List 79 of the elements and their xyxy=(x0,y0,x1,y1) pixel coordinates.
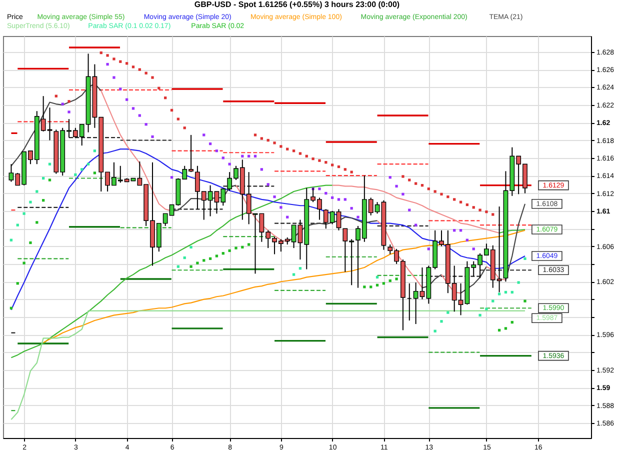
point xyxy=(478,208,482,212)
point xyxy=(402,175,404,178)
line-series xyxy=(10,148,526,310)
point xyxy=(350,170,353,174)
point xyxy=(151,76,154,79)
point xyxy=(280,145,282,148)
point xyxy=(202,134,206,136)
point xyxy=(498,292,501,296)
point xyxy=(29,241,32,244)
point xyxy=(22,212,26,215)
point xyxy=(228,162,231,166)
point xyxy=(446,311,450,314)
point xyxy=(517,281,520,284)
point xyxy=(234,246,238,250)
point xyxy=(356,216,360,218)
point xyxy=(492,213,494,216)
line-series xyxy=(332,184,500,234)
point xyxy=(36,190,38,193)
point xyxy=(402,192,404,196)
point xyxy=(318,188,321,190)
point xyxy=(138,114,141,117)
point xyxy=(472,248,475,250)
point xyxy=(395,278,398,280)
point xyxy=(292,273,296,276)
point xyxy=(478,314,482,317)
point xyxy=(151,135,154,138)
point xyxy=(280,206,282,209)
point xyxy=(16,224,19,226)
point xyxy=(485,210,488,214)
point xyxy=(298,152,302,155)
point xyxy=(119,88,122,90)
point xyxy=(190,265,192,268)
point xyxy=(363,286,366,288)
point xyxy=(22,262,26,264)
point xyxy=(395,184,398,188)
point xyxy=(176,118,180,120)
point xyxy=(414,224,418,226)
point xyxy=(254,134,257,136)
point xyxy=(273,195,276,198)
point xyxy=(331,164,334,166)
point xyxy=(440,192,443,196)
point xyxy=(524,300,526,302)
point xyxy=(485,308,488,310)
point xyxy=(61,102,64,106)
point xyxy=(524,257,526,260)
point xyxy=(414,182,418,185)
point xyxy=(112,58,116,60)
point xyxy=(228,249,231,252)
point xyxy=(408,178,411,182)
point xyxy=(260,137,263,140)
point xyxy=(190,246,192,248)
point xyxy=(434,190,436,193)
point xyxy=(68,110,70,114)
point xyxy=(427,248,430,250)
point xyxy=(337,198,340,201)
point xyxy=(29,200,32,204)
point xyxy=(504,327,508,330)
point xyxy=(312,157,314,160)
point xyxy=(106,62,109,66)
point xyxy=(248,243,250,246)
point xyxy=(93,172,96,174)
point xyxy=(106,54,109,57)
point xyxy=(48,178,52,182)
point xyxy=(273,142,276,144)
point xyxy=(440,320,443,323)
point xyxy=(215,254,218,258)
point xyxy=(453,198,456,201)
point xyxy=(68,100,70,103)
point xyxy=(196,262,199,264)
point xyxy=(318,159,321,162)
point xyxy=(132,107,135,110)
point xyxy=(74,173,77,176)
point xyxy=(266,183,270,186)
point xyxy=(344,198,346,201)
point xyxy=(492,300,494,302)
line-series xyxy=(42,230,526,344)
point xyxy=(112,76,116,79)
point xyxy=(408,208,411,212)
chart-title: GBP-USD - Spot 1.61256 (+0.55%) 3 hours 23:00 (0:00) xyxy=(194,0,400,9)
